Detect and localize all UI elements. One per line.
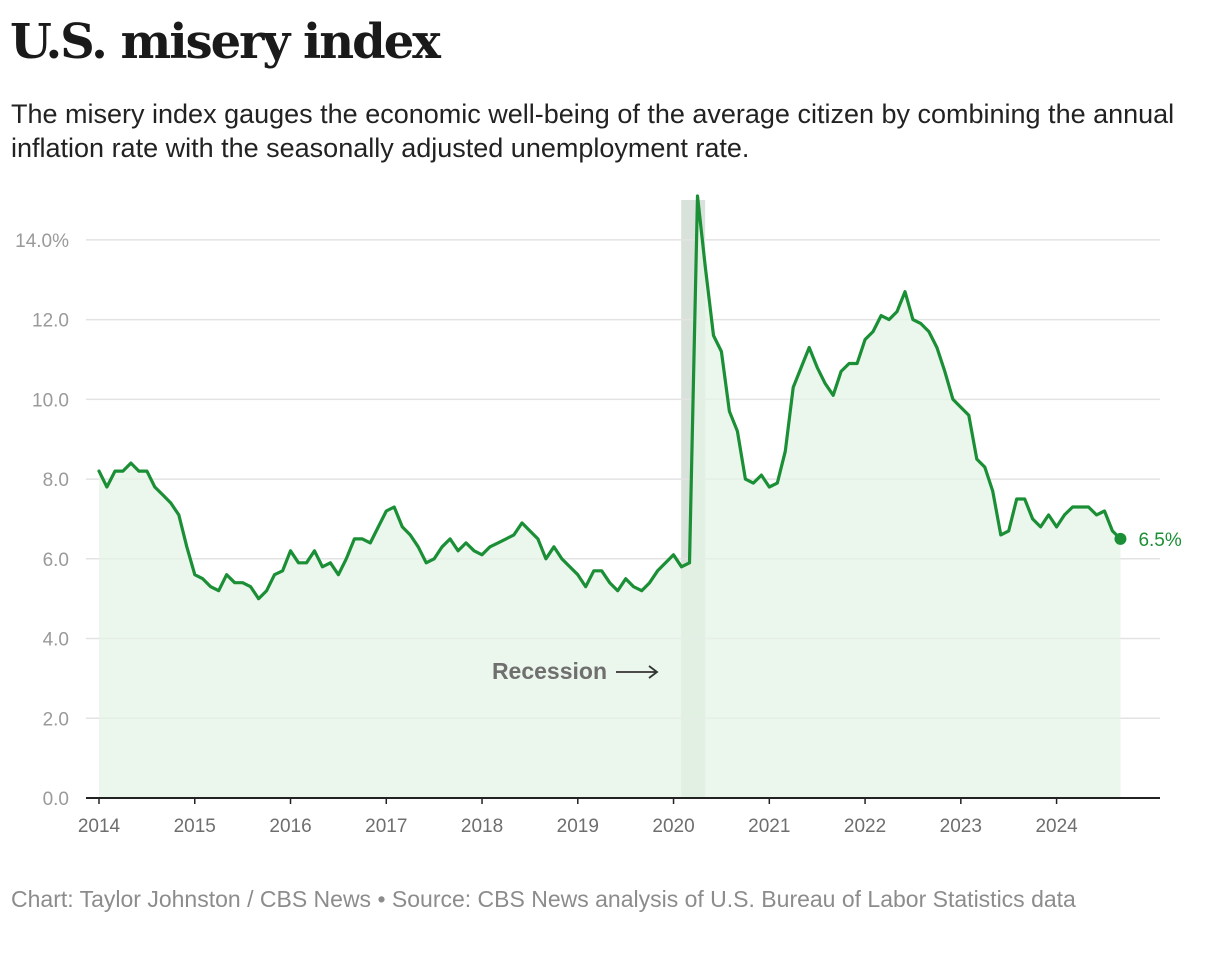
- end-value-label: 6.5%: [1138, 530, 1181, 551]
- y-tick-label: 12.0: [32, 311, 69, 332]
- x-tick-label: 2023: [940, 816, 982, 837]
- x-tick-label: 2015: [174, 816, 216, 837]
- y-tick-label: 14.0%: [15, 231, 69, 252]
- annotations: 6.5% Recession: [492, 530, 1182, 684]
- y-tick-label: 8.0: [43, 470, 69, 491]
- recession-arrow-icon: [616, 665, 659, 679]
- x-tick-label: 2022: [844, 816, 886, 837]
- chart-subtitle: The misery index gauges the economic wel…: [11, 99, 1175, 163]
- recession-label: Recession: [492, 658, 607, 684]
- y-tick-label: 2.0: [43, 709, 69, 730]
- x-tick-label: 2019: [557, 816, 599, 837]
- end-point-marker: [1114, 532, 1127, 545]
- chart-title: U.S. misery index: [10, 14, 441, 70]
- y-tick-label: 6.0: [43, 550, 69, 571]
- x-tick-label: 2024: [1035, 816, 1078, 837]
- y-axis-ticks: 0.0 2.0 4.0 6.0 8.0 10.0 12.0 14.0%: [15, 231, 69, 810]
- line-layer: [97, 194, 1127, 601]
- y-tick-label: 10.0: [32, 390, 69, 411]
- y-tick-label: 0.0: [43, 789, 69, 810]
- area-layer: [99, 196, 1121, 798]
- x-tick-label: 2020: [652, 816, 694, 837]
- misery-index-chart: 0.02.04.06.08.010.012.014.0% 2014 2015 201…: [15, 194, 1182, 837]
- x-tick-label: 2014: [78, 816, 121, 837]
- x-tick-label: 2018: [461, 816, 503, 837]
- x-tick-label: 2016: [269, 816, 311, 837]
- y-tick-label: 4.0: [43, 630, 69, 651]
- chart-credit: Chart: Taylor Johnston / CBS News • Sour…: [11, 886, 1076, 912]
- x-tick-label: 2017: [365, 816, 407, 837]
- series-area: [99, 196, 1121, 798]
- series-line: [97, 194, 1123, 601]
- x-tick-label: 2021: [748, 816, 790, 837]
- x-axis-ticks: 2014 2015 2016 2017 2018 2019 2020 2021 2022 2023…: [78, 798, 1078, 837]
